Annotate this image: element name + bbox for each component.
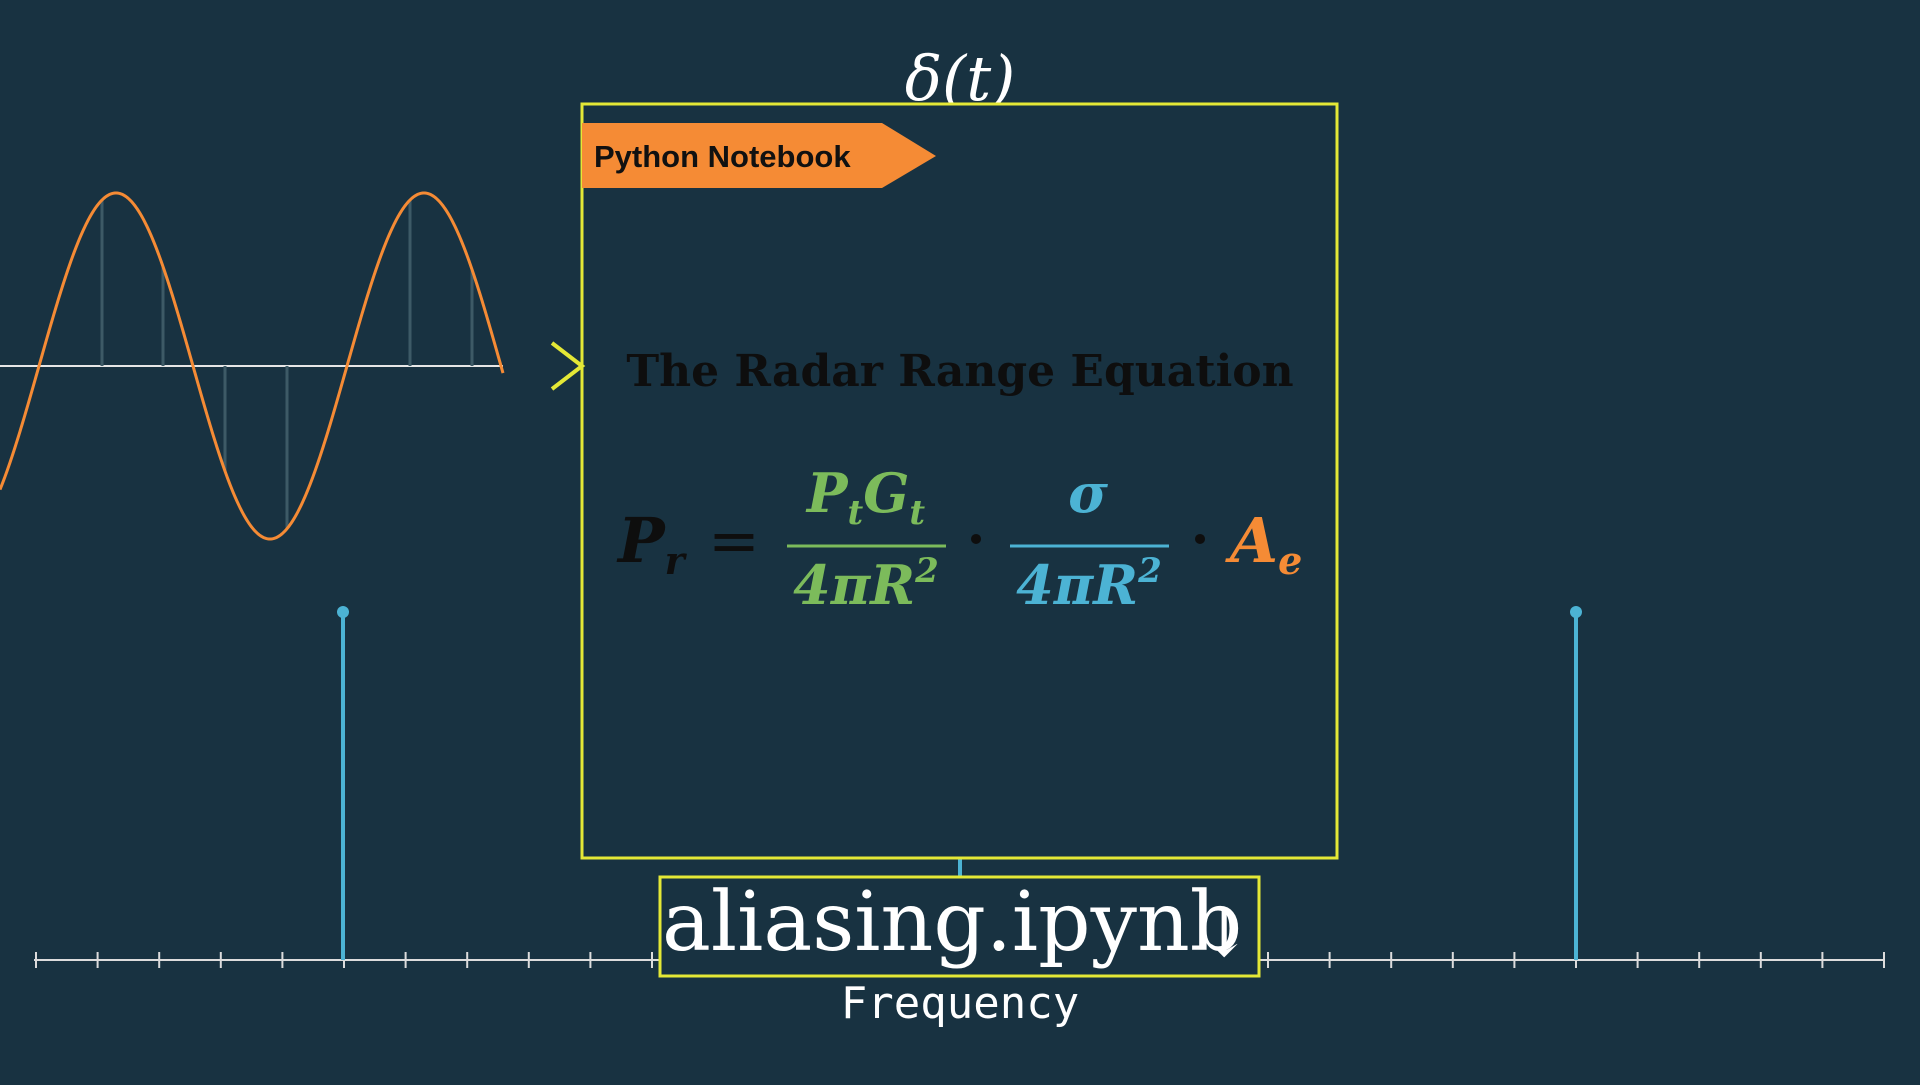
time-signal-plot xyxy=(0,191,505,541)
collapse-chevron-icon[interactable] xyxy=(550,341,586,391)
notebook-tag-arrow xyxy=(582,123,936,188)
fraction1-numerator: PtGt xyxy=(805,461,925,533)
fraction2-numerator: σ xyxy=(1068,461,1108,525)
equation-equals: = xyxy=(708,504,760,577)
spectral-impulses xyxy=(337,606,1582,960)
fraction1-denominator: 4πR2 xyxy=(793,551,939,617)
card-title: The Radar Range Equation xyxy=(626,346,1293,397)
equation-rhs: Ae xyxy=(1225,504,1302,583)
equation-lhs: Pr xyxy=(616,504,688,583)
file-link-frame xyxy=(658,875,1261,978)
equation-dot-1: · xyxy=(967,507,986,571)
fraction2-denominator: 4πR2 xyxy=(1016,551,1162,617)
notebook-tag-label: Python Notebook xyxy=(594,139,851,174)
radar-equation: Pr = PtGt 4πR2 · σ 4πR2 · Ae xyxy=(616,461,1302,617)
equation-dot-2: · xyxy=(1191,507,1210,571)
sine-wave xyxy=(0,191,505,541)
frequency-axis-label: Frequency xyxy=(841,978,1079,1029)
notebook-preview-card[interactable]: Python Notebook The Radar Range Equation… xyxy=(580,102,1339,860)
link-arrow-icon: ↓ xyxy=(1197,898,1251,972)
notebook-file-link[interactable]: aliasing.ipynb ↓ xyxy=(658,875,1261,978)
impulse-right-head xyxy=(1570,606,1582,618)
card-frame xyxy=(580,102,1339,860)
impulse-left-head xyxy=(337,606,349,618)
sample-lines xyxy=(100,200,474,529)
file-link-label: aliasing.ipynb xyxy=(662,875,1242,970)
